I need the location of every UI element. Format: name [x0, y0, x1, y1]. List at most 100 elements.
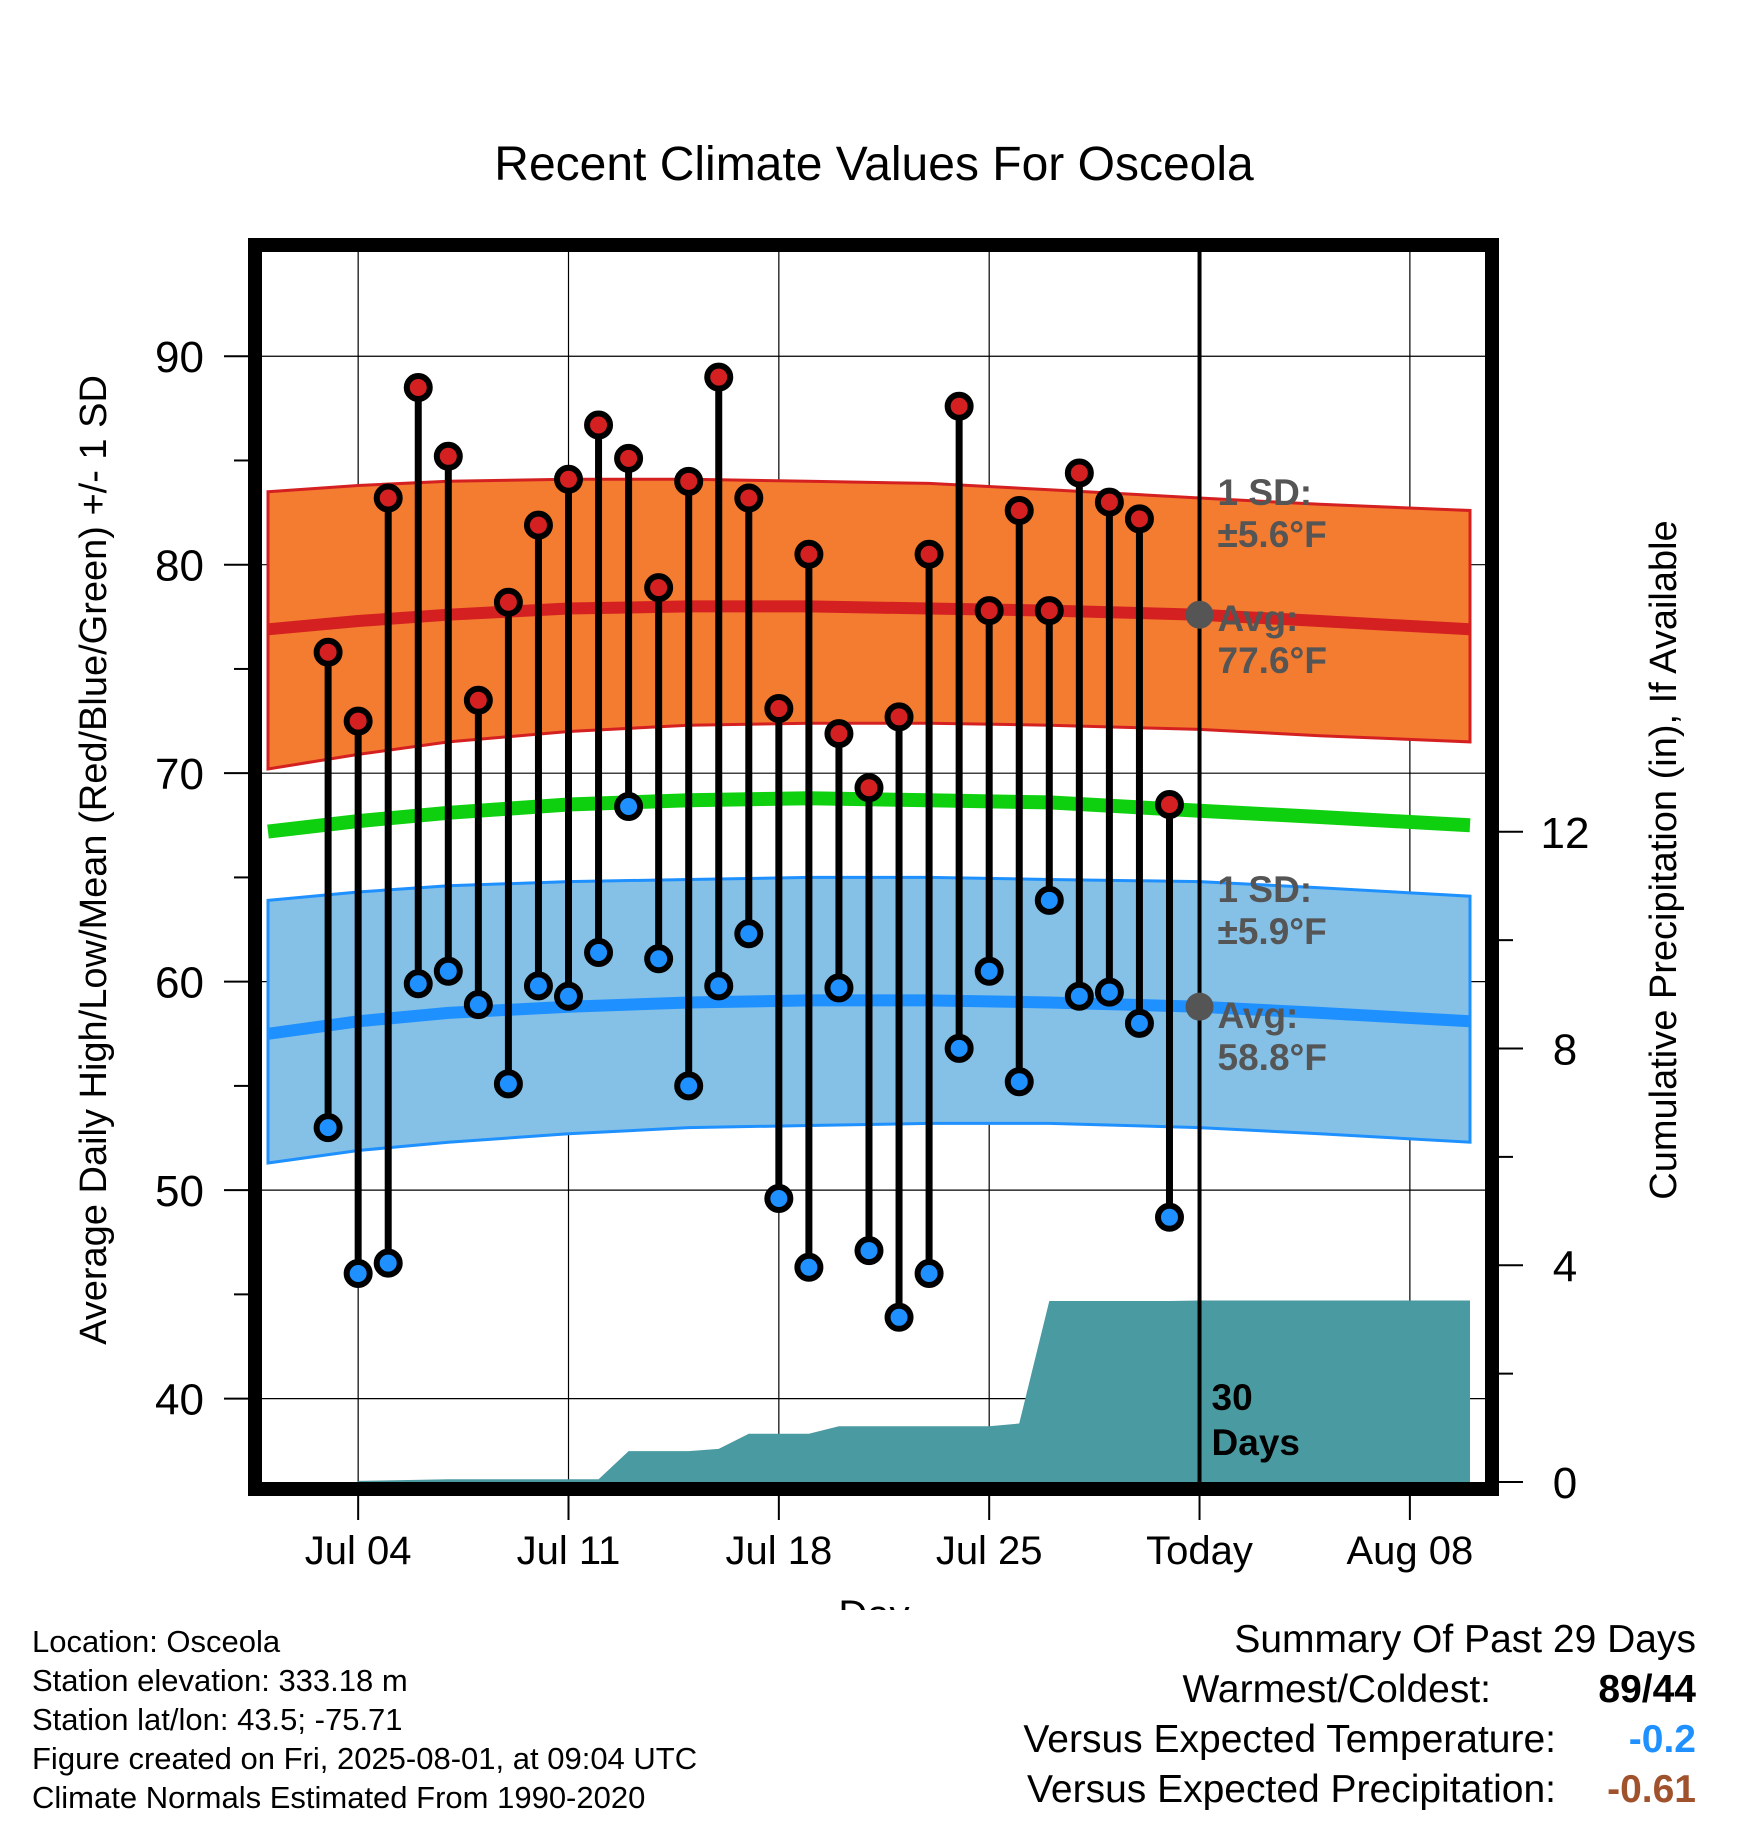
- high-point: [1124, 504, 1154, 534]
- high-point: [974, 596, 1004, 626]
- high-point: [764, 694, 794, 724]
- high-point: [1034, 596, 1064, 626]
- high-point: [1094, 487, 1124, 517]
- low-point: [554, 981, 584, 1011]
- x-tick-label: Jul 25: [936, 1529, 1043, 1573]
- high-point: [1004, 496, 1034, 526]
- high-avg-value: 77.6°F: [1218, 640, 1327, 681]
- low-point: [343, 1259, 373, 1289]
- high-point: [734, 483, 764, 513]
- precip-anomaly-value: -0.61: [1607, 1768, 1696, 1811]
- high-point: [1154, 789, 1184, 819]
- precip-area: [358, 1300, 1471, 1482]
- high-point: [373, 483, 403, 513]
- high-point: [403, 373, 433, 403]
- normals-text: Climate Normals Estimated From 1990-2020: [32, 1780, 646, 1815]
- high-point: [343, 706, 373, 736]
- station-info: Location: Osceola Station elevation: 333…: [32, 1622, 932, 1817]
- low-point: [704, 971, 734, 1001]
- high-point: [433, 441, 463, 471]
- low-sd-label: 1 SD:: [1218, 869, 1313, 910]
- warmest-label: Warmest/Coldest:: [1182, 1668, 1491, 1711]
- y2-tick-label: 8: [1553, 1026, 1577, 1075]
- low-point: [523, 971, 553, 1001]
- y2-tick-label: 0: [1553, 1459, 1577, 1508]
- low-point: [584, 937, 614, 967]
- low-point: [1004, 1067, 1034, 1097]
- created-text: Figure created on Fri, 2025-08-01, at 09…: [32, 1741, 698, 1776]
- low-point: [1124, 1008, 1154, 1038]
- temp-anomaly-label: Versus Expected Temperature:: [1023, 1718, 1556, 1761]
- low-point: [1034, 885, 1064, 915]
- high-point: [944, 391, 974, 421]
- y-tick-label: 80: [155, 542, 204, 591]
- high-point: [644, 573, 674, 603]
- low-avg-value: 58.8°F: [1218, 1037, 1327, 1078]
- high-point: [824, 719, 854, 749]
- summary-panel: Summary Of Past 29 Days Warmest/Coldest:…: [796, 1615, 1696, 1815]
- low-point: [884, 1302, 914, 1332]
- climate-chart: Recent Climate Values For Osceola 1 SD:±…: [73, 138, 1685, 1610]
- summary-title: Summary Of Past 29 Days: [1234, 1618, 1696, 1661]
- warmest-value: 89/44: [1598, 1668, 1696, 1711]
- high-point: [584, 410, 614, 440]
- y-tick-label: 70: [155, 750, 204, 799]
- high-point: [914, 539, 944, 569]
- high-point: [704, 362, 734, 392]
- high-sd-label: 1 SD:: [1218, 472, 1313, 513]
- low-point: [674, 1071, 704, 1101]
- low-point: [764, 1183, 794, 1213]
- x-tick-label: Today: [1146, 1529, 1253, 1573]
- x-tick-label: Jul 18: [725, 1529, 832, 1573]
- x-tick-label: Jul 04: [305, 1529, 412, 1573]
- low-point: [854, 1236, 884, 1266]
- low-point: [463, 990, 493, 1020]
- low-avg-label: Avg:: [1218, 995, 1299, 1036]
- precip-anomaly-label: Versus Expected Precipitation:: [1027, 1768, 1556, 1811]
- high-point: [614, 443, 644, 473]
- plot-frame: [248, 238, 1499, 1496]
- low-point: [403, 969, 433, 999]
- low-point: [373, 1248, 403, 1278]
- elevation-text: Station elevation: 333.18 m: [32, 1663, 408, 1698]
- high-point: [1064, 458, 1094, 488]
- summary-row-temp: Versus Expected Temperature: -0.2: [796, 1715, 1696, 1765]
- low-point: [1094, 977, 1124, 1007]
- x-tick-label: Jul 11: [517, 1529, 621, 1573]
- location-text: Location: Osceola: [32, 1624, 281, 1659]
- low-point: [614, 792, 644, 822]
- y-tick-label: 90: [155, 333, 204, 382]
- low-point: [734, 919, 764, 949]
- y2-tick-label: 4: [1553, 1242, 1577, 1291]
- days-count-label: 30: [1212, 1377, 1253, 1418]
- low-point: [313, 1113, 343, 1143]
- high-sd-value: ±5.6°F: [1218, 514, 1327, 555]
- low-point: [914, 1259, 944, 1289]
- high-point: [313, 637, 343, 667]
- x-axis-label: Day: [838, 1593, 909, 1610]
- low-point: [1154, 1202, 1184, 1232]
- low-avg-marker: [1185, 992, 1214, 1021]
- y-tick-label: 60: [155, 959, 204, 1008]
- low-point: [493, 1069, 523, 1099]
- y2-tick-label: 12: [1541, 809, 1590, 858]
- high-point: [463, 685, 493, 715]
- x-tick-label: Aug 08: [1346, 1529, 1473, 1573]
- low-sd-value: ±5.9°F: [1218, 911, 1327, 952]
- high-point: [554, 464, 584, 494]
- summary-row-warmest: Warmest/Coldest: 89/44: [796, 1665, 1696, 1715]
- high-point: [523, 510, 553, 540]
- high-point: [493, 587, 523, 617]
- high-point: [884, 702, 914, 732]
- low-point: [974, 956, 1004, 986]
- y-tick-label: 40: [155, 1376, 204, 1425]
- y2-axis-label: Cumulative Precipitation (in), If Availa…: [1643, 520, 1685, 1199]
- high-point: [794, 539, 824, 569]
- latlon-text: Station lat/lon: 43.5; -75.71: [32, 1702, 403, 1737]
- temp-anomaly-value: -0.2: [1628, 1718, 1696, 1761]
- high-point: [854, 773, 884, 803]
- chart-title: Recent Climate Values For Osceola: [494, 138, 1254, 191]
- low-point: [1064, 981, 1094, 1011]
- low-point: [794, 1252, 824, 1282]
